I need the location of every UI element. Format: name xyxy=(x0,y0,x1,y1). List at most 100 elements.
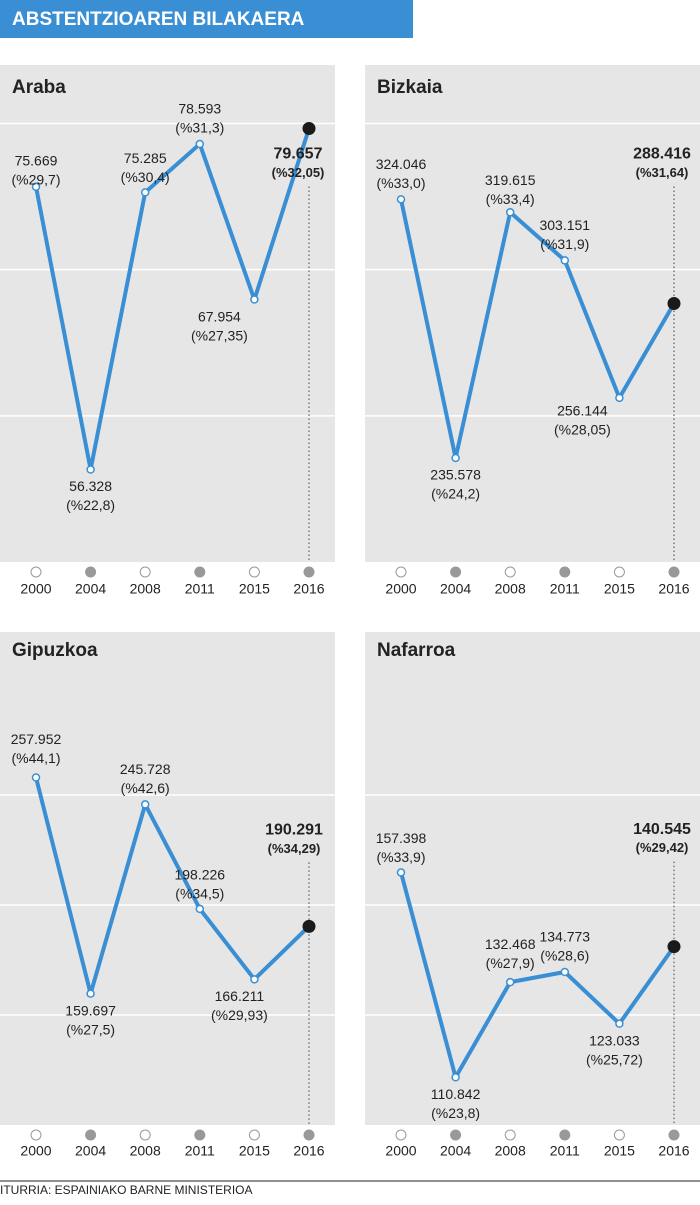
share-label: (%24,2) xyxy=(431,486,480,502)
year-marker xyxy=(194,1129,206,1141)
share-label: (%33,0) xyxy=(376,175,425,191)
point xyxy=(615,1019,624,1028)
year-marker xyxy=(248,566,260,578)
share-label: (%29,7) xyxy=(11,171,60,187)
share-label: (%33,4) xyxy=(486,191,535,207)
value-label: 166.211 xyxy=(215,988,265,1004)
point xyxy=(667,297,681,311)
value-label: 123.033 xyxy=(589,1032,640,1048)
x-tick-label: 2011 xyxy=(185,1143,215,1159)
point xyxy=(31,773,41,782)
x-tick-label: 2000 xyxy=(385,1143,416,1159)
share-label: (%29,93) xyxy=(211,1007,268,1023)
point xyxy=(451,1073,460,1082)
value-label: 159.697 xyxy=(65,1002,116,1018)
value-label: 140.545 xyxy=(633,821,691,838)
x-tick-label: 2011 xyxy=(185,581,215,597)
x-tick-label: 2015 xyxy=(604,1143,635,1159)
year-marker xyxy=(303,566,315,578)
point xyxy=(505,977,515,987)
x-tick-label: 2008 xyxy=(495,581,526,597)
point xyxy=(31,182,41,192)
year-marker xyxy=(303,1129,315,1141)
point xyxy=(302,919,316,933)
year-marker xyxy=(85,566,97,578)
year-marker xyxy=(450,1129,462,1141)
point xyxy=(140,188,150,197)
point xyxy=(560,967,570,977)
x-tick-label: 2015 xyxy=(239,1143,270,1159)
year-marker xyxy=(559,1129,571,1141)
point xyxy=(667,940,681,954)
year-marker xyxy=(395,566,407,578)
x-tick-label: 2004 xyxy=(75,1143,106,1159)
x-tick-label: 2016 xyxy=(658,1143,689,1159)
value-label: 235.578 xyxy=(430,467,481,483)
line xyxy=(34,127,311,472)
x-tick-label: 2008 xyxy=(495,1143,526,1159)
value-label: 198.226 xyxy=(174,867,225,883)
year-marker xyxy=(613,1129,625,1141)
point xyxy=(451,453,460,463)
point xyxy=(560,256,570,265)
value-label: 157.398 xyxy=(376,830,427,846)
value-label: 256.144 xyxy=(557,403,608,419)
header-box xyxy=(0,0,413,38)
panel-title: Bizkaia xyxy=(377,77,443,98)
share-label: (%29,42) xyxy=(636,840,689,855)
value-label: 79.657 xyxy=(274,146,323,163)
year-marker xyxy=(30,1129,42,1141)
x-tick-label: 2000 xyxy=(20,1143,51,1159)
panel-background xyxy=(0,65,335,562)
value-label: 75.285 xyxy=(124,150,167,166)
year-marker xyxy=(248,1129,260,1141)
year-marker xyxy=(30,566,42,578)
point xyxy=(195,904,205,914)
x-tick-label: 2008 xyxy=(130,1143,161,1159)
value-label: 67.954 xyxy=(198,308,241,324)
value-label: 75.669 xyxy=(15,152,58,168)
x-tick-label: 2016 xyxy=(658,581,689,597)
year-marker xyxy=(668,1129,680,1141)
value-label: 134.773 xyxy=(539,929,590,945)
share-label: (%42,6) xyxy=(121,780,170,796)
panel-background xyxy=(0,632,335,1125)
share-label: (%34,5) xyxy=(175,886,224,902)
panel-background xyxy=(365,65,700,562)
share-label: (%32,05) xyxy=(272,165,325,180)
x-tick-label: 2011 xyxy=(550,581,580,597)
point xyxy=(86,989,95,998)
year-marker xyxy=(139,1129,151,1141)
value-label: 319.615 xyxy=(485,172,536,188)
value-label: 56.328 xyxy=(69,478,112,494)
x-tick-label: 2011 xyxy=(550,1143,580,1159)
year-marker xyxy=(613,566,625,578)
year-marker xyxy=(139,566,151,578)
year-marker xyxy=(194,566,206,578)
share-label: (%23,8) xyxy=(431,1105,480,1121)
value-label: 245.728 xyxy=(120,761,171,777)
value-label: 303.151 xyxy=(539,217,590,233)
value-label: 190.291 xyxy=(265,822,323,839)
value-label: 132.468 xyxy=(485,936,536,952)
value-label: 324.046 xyxy=(376,156,427,172)
point xyxy=(396,868,406,877)
share-label: (%25,72) xyxy=(586,1051,643,1067)
year-marker xyxy=(450,566,462,578)
share-label: (%31,9) xyxy=(540,236,589,252)
share-label: (%44,1) xyxy=(11,750,60,766)
line xyxy=(399,198,676,460)
x-tick-label: 2008 xyxy=(130,581,161,597)
point xyxy=(140,800,150,809)
value-label: 257.952 xyxy=(11,731,62,747)
point xyxy=(86,465,95,474)
point xyxy=(250,975,259,984)
point xyxy=(250,295,259,304)
value-label: 78.593 xyxy=(178,101,221,117)
year-marker xyxy=(504,1129,516,1141)
line xyxy=(399,871,676,1080)
share-label: (%28,05) xyxy=(554,422,611,438)
share-label: (%33,9) xyxy=(376,849,425,865)
x-tick-label: 2016 xyxy=(293,1143,324,1159)
